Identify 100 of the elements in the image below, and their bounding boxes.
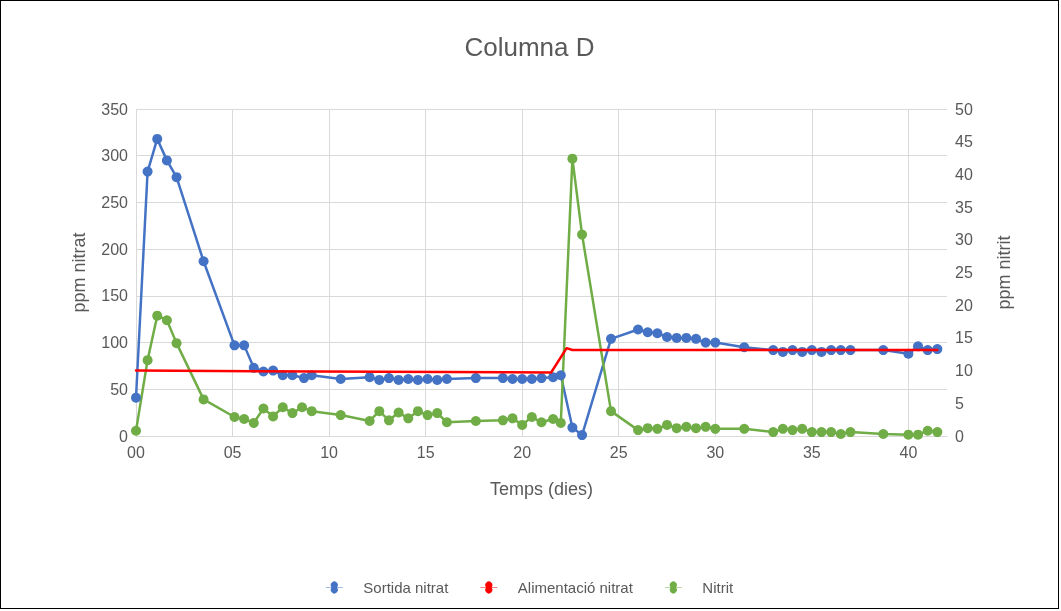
point — [835, 429, 846, 440]
point — [287, 408, 298, 419]
point — [606, 333, 617, 344]
point — [248, 417, 259, 428]
point — [306, 406, 317, 417]
point — [412, 406, 423, 417]
point — [383, 415, 394, 426]
point — [432, 374, 443, 385]
point — [739, 423, 750, 434]
point — [826, 427, 837, 438]
point — [662, 419, 673, 430]
point — [297, 402, 308, 413]
point — [383, 373, 394, 384]
point — [364, 415, 375, 426]
y2-tick-label: 25 — [955, 264, 973, 281]
y-tick-label: 200 — [101, 240, 129, 258]
point — [567, 153, 578, 164]
point — [393, 374, 404, 385]
y2-tick-label: 50 — [955, 100, 973, 118]
point — [913, 429, 924, 440]
point — [700, 337, 711, 348]
y-axis-title: ppm nitrat — [69, 232, 89, 313]
point — [239, 340, 250, 351]
y2-tick-label: 0 — [955, 427, 964, 445]
point — [393, 407, 404, 418]
y-tick-label: 300 — [101, 147, 129, 165]
point — [441, 374, 452, 385]
point — [806, 427, 817, 438]
x-tick-label: 40 — [899, 443, 918, 461]
point — [517, 374, 528, 385]
point — [198, 256, 209, 267]
point — [171, 172, 182, 183]
point — [642, 327, 653, 338]
x-tick-label: 35 — [802, 443, 821, 461]
point — [536, 417, 547, 428]
y-tick-label: 0 — [119, 427, 129, 445]
point — [258, 403, 269, 414]
point — [555, 370, 566, 381]
point — [652, 423, 663, 434]
y2-tick-label: 20 — [955, 296, 973, 314]
y-tick-label: 350 — [101, 100, 129, 118]
point — [922, 425, 933, 436]
point — [412, 374, 423, 385]
point — [161, 315, 172, 326]
point — [239, 414, 250, 424]
point — [470, 373, 481, 384]
point — [171, 338, 182, 349]
point — [422, 410, 433, 421]
point — [152, 133, 163, 144]
point — [662, 331, 673, 342]
point — [497, 373, 508, 384]
x-tick-label: 30 — [706, 443, 725, 461]
y2-tick-label: 40 — [955, 165, 973, 183]
point — [422, 374, 433, 385]
point — [536, 373, 547, 384]
y-tick-label: 100 — [101, 334, 129, 352]
point — [299, 373, 309, 384]
point — [335, 410, 346, 421]
point — [364, 372, 375, 383]
point — [671, 423, 682, 434]
point — [152, 310, 163, 321]
point — [642, 423, 653, 434]
legend-label: Nitrit — [702, 579, 734, 596]
point — [932, 427, 943, 438]
point — [335, 374, 346, 385]
point — [403, 374, 414, 385]
y2-tick-label: 45 — [955, 133, 973, 151]
point — [548, 414, 559, 424]
x-tick-label: 20 — [513, 443, 532, 461]
point — [507, 413, 518, 424]
y-tick-label: 250 — [101, 193, 129, 211]
point — [432, 408, 443, 419]
x-tick-label: 10 — [320, 443, 339, 461]
y-tick-label: 150 — [101, 287, 129, 305]
point — [768, 427, 779, 438]
point — [441, 417, 452, 428]
point — [142, 355, 153, 366]
point — [403, 413, 414, 424]
point — [277, 402, 288, 413]
y2-tick-label: 10 — [955, 362, 973, 380]
x-tick-label: 00 — [127, 443, 145, 461]
legend-label: Alimentació nitrat — [517, 579, 634, 596]
point — [606, 406, 617, 417]
point — [374, 406, 385, 417]
point — [142, 166, 153, 177]
point — [652, 328, 663, 339]
point — [470, 415, 481, 426]
point — [555, 417, 566, 428]
point — [131, 392, 141, 403]
point — [633, 425, 644, 436]
point — [903, 429, 914, 440]
point — [681, 332, 692, 343]
point — [229, 412, 240, 423]
point — [777, 423, 788, 434]
x-axis-title: Temps (dies) — [489, 479, 594, 499]
point — [577, 229, 588, 240]
point — [681, 421, 692, 432]
x-tick-label: 05 — [223, 443, 242, 461]
point — [268, 411, 279, 422]
point — [131, 425, 141, 436]
